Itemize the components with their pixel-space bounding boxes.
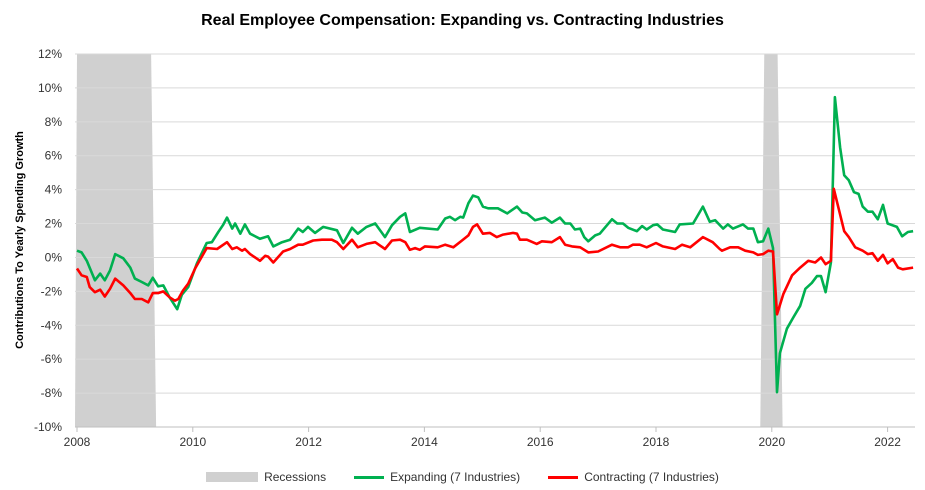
x-tick-label: 2014 xyxy=(411,435,438,449)
x-tick-label: 2018 xyxy=(643,435,670,449)
x-tick-label: 2008 xyxy=(64,435,91,449)
y-tick-label: -6% xyxy=(41,352,63,366)
y-tick-label: -10% xyxy=(34,420,62,434)
legend-item-contracting: Contracting (7 Industries) xyxy=(548,470,719,484)
recession-band xyxy=(75,54,157,427)
y-tick-label: -8% xyxy=(41,386,63,400)
series-line-contracting xyxy=(75,187,914,316)
y-tick-label: -2% xyxy=(41,284,63,298)
y-tick-label: 2% xyxy=(45,217,63,231)
legend-swatch-contracting xyxy=(548,475,579,479)
x-tick-label: 2022 xyxy=(874,435,901,449)
legend-swatch-recessions xyxy=(206,472,259,482)
y-tick-label: 6% xyxy=(45,149,63,163)
legend-label-recessions: Recessions xyxy=(264,470,327,484)
legend-item-recessions: Recessions xyxy=(206,470,326,484)
legend: Recessions Expanding (7 Industries) Cont… xyxy=(0,470,925,484)
y-tick-label: 8% xyxy=(45,115,63,129)
x-tick-label: 2020 xyxy=(758,435,785,449)
y-tick-label: 10% xyxy=(38,81,62,95)
x-tick-label: 2010 xyxy=(179,435,206,449)
legend-swatch-expanding xyxy=(354,475,385,479)
x-tick-label: 2016 xyxy=(527,435,554,449)
y-tick-label: 4% xyxy=(45,183,63,197)
legend-label-contracting: Contracting (7 Industries) xyxy=(584,470,719,484)
series-line-expanding xyxy=(76,95,914,394)
legend-label-expanding: Expanding (7 Industries) xyxy=(390,470,521,484)
chart-title: Real Employee Compensation: Expanding vs… xyxy=(201,12,724,29)
y-tick-label: 0% xyxy=(45,250,63,264)
x-tick-label: 2012 xyxy=(295,435,322,449)
y-tick-label: -4% xyxy=(41,318,63,332)
legend-item-expanding: Expanding (7 Industries) xyxy=(354,470,520,484)
y-tick-label: 12% xyxy=(38,47,62,61)
